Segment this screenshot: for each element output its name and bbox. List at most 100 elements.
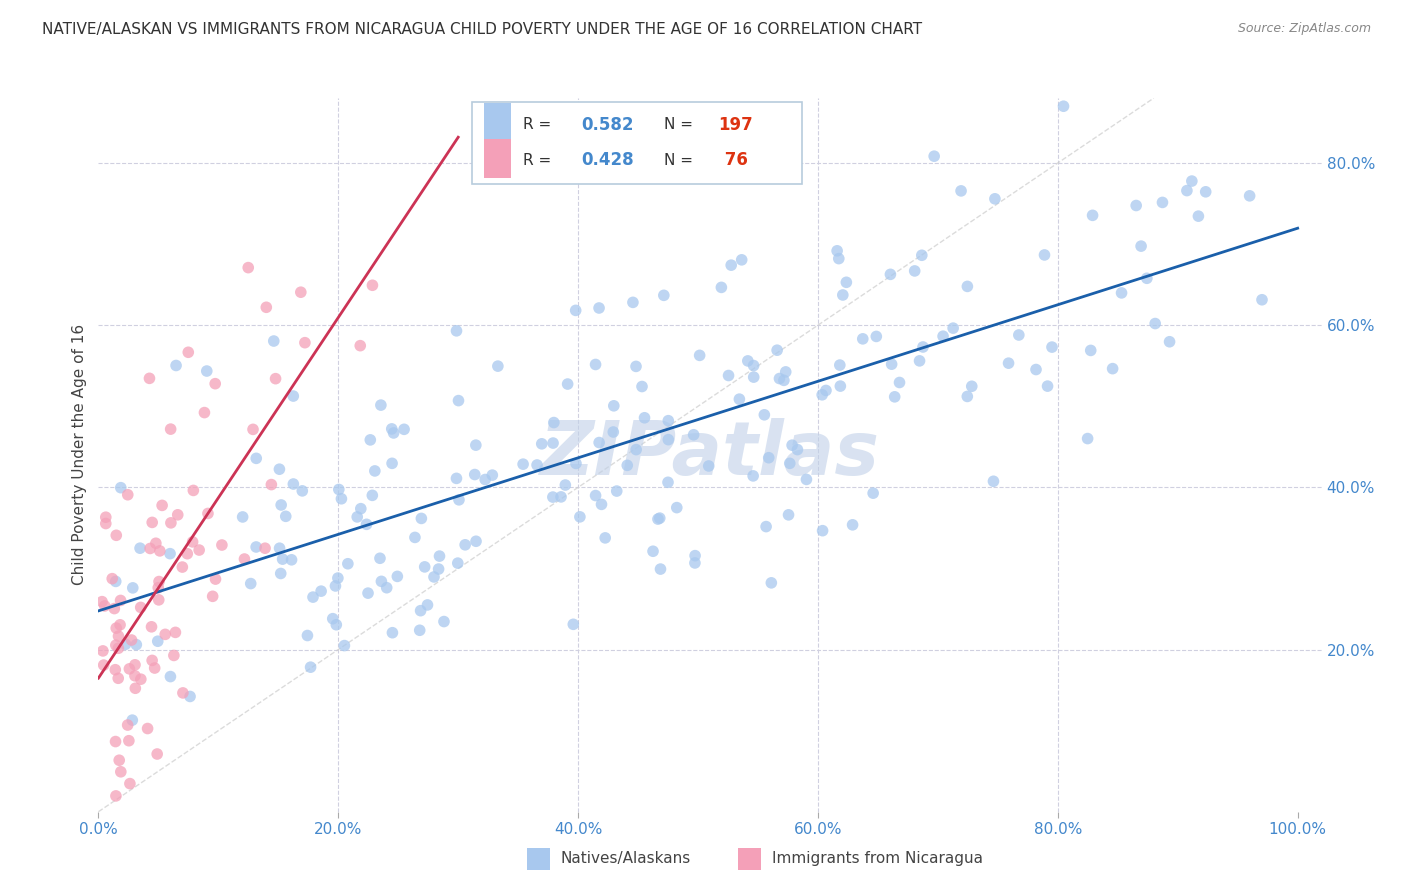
Point — [232, 510, 254, 524]
Point — [118, 662, 141, 676]
Point — [710, 280, 733, 294]
Point — [1181, 174, 1204, 188]
Point — [602, 425, 624, 439]
Point — [464, 467, 486, 482]
Point — [447, 492, 470, 507]
Point — [188, 543, 211, 558]
Point — [94, 510, 117, 524]
Point — [404, 530, 426, 544]
Point — [416, 598, 439, 612]
Point — [297, 628, 319, 642]
Point — [359, 433, 381, 447]
Point — [381, 422, 404, 436]
Point — [155, 627, 177, 641]
Point — [464, 438, 486, 452]
Point — [108, 617, 131, 632]
Point — [865, 329, 887, 343]
Point — [621, 295, 644, 310]
Point — [650, 562, 672, 576]
Point — [564, 303, 586, 318]
Point — [588, 435, 610, 450]
Point — [271, 552, 294, 566]
Point — [1077, 432, 1099, 446]
Point — [124, 657, 146, 672]
Point — [141, 620, 163, 634]
Point — [176, 547, 198, 561]
Point — [238, 260, 260, 275]
Point — [1080, 343, 1102, 358]
Point — [624, 442, 647, 457]
Point — [195, 364, 218, 378]
Point — [291, 483, 314, 498]
Point — [381, 625, 404, 640]
Point — [950, 184, 973, 198]
Point — [689, 348, 711, 362]
Point — [330, 491, 353, 506]
Point — [1025, 362, 1047, 376]
Point — [956, 389, 979, 403]
Point — [322, 612, 344, 626]
Text: Natives/Alaskans: Natives/Alaskans — [561, 852, 692, 866]
Point — [270, 498, 292, 512]
Point — [562, 617, 585, 632]
Point — [830, 379, 852, 393]
Point — [657, 433, 679, 447]
Point — [1175, 184, 1198, 198]
Point — [159, 669, 181, 683]
Point — [683, 549, 706, 563]
Point — [828, 252, 851, 266]
Point — [283, 389, 305, 403]
Point — [381, 456, 404, 470]
Point — [742, 359, 765, 373]
Point — [172, 560, 194, 574]
Point — [326, 571, 349, 585]
Point — [274, 509, 297, 524]
Point — [543, 416, 565, 430]
Point — [254, 541, 277, 556]
Point — [104, 734, 127, 748]
Point — [1195, 185, 1218, 199]
Point — [260, 477, 283, 491]
Point — [932, 329, 955, 343]
Point — [631, 379, 654, 393]
Point — [105, 621, 128, 635]
Point — [1036, 379, 1059, 393]
Point — [717, 368, 740, 383]
Point — [565, 457, 588, 471]
Point — [114, 637, 136, 651]
Point — [179, 690, 201, 704]
Point — [370, 574, 392, 589]
Point — [474, 473, 496, 487]
Point — [1033, 248, 1056, 262]
Point — [616, 458, 638, 473]
Point — [103, 601, 125, 615]
Point — [148, 581, 170, 595]
Point — [91, 594, 114, 608]
Point — [1187, 209, 1209, 223]
Point — [779, 456, 801, 470]
Point — [233, 552, 256, 566]
Point — [796, 472, 818, 486]
Point — [121, 581, 143, 595]
Point — [121, 633, 143, 648]
Point — [124, 681, 146, 696]
Point — [181, 534, 204, 549]
Text: N =: N = — [664, 153, 697, 168]
Point — [118, 776, 141, 790]
Point — [1152, 195, 1174, 210]
Point — [269, 541, 291, 556]
Point — [1101, 361, 1123, 376]
Point — [956, 279, 979, 293]
Point — [166, 508, 188, 522]
Point — [786, 442, 808, 457]
Point — [375, 581, 398, 595]
Point — [110, 481, 132, 495]
Point — [392, 422, 415, 436]
Y-axis label: Child Poverty Under the Age of 16: Child Poverty Under the Age of 16 — [72, 325, 87, 585]
Point — [117, 718, 139, 732]
Point — [129, 541, 152, 556]
Point — [811, 524, 834, 538]
Point — [530, 437, 553, 451]
Point — [117, 488, 139, 502]
Point — [104, 574, 127, 589]
